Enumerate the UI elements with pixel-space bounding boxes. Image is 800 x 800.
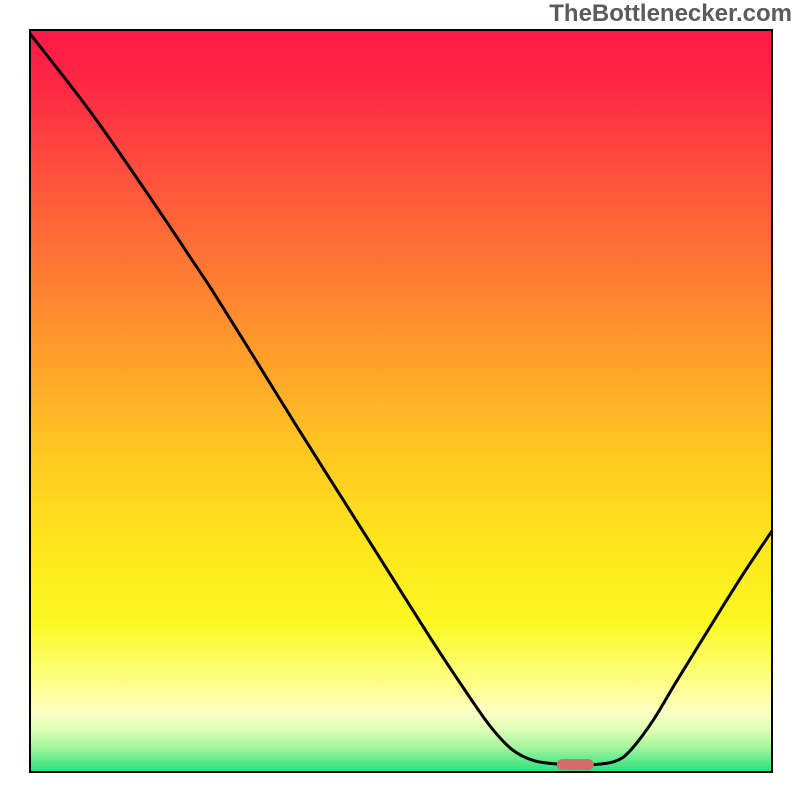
optimal-marker — [557, 759, 594, 770]
gradient-background — [30, 30, 772, 772]
watermark-text: TheBottlenecker.com — [549, 0, 792, 28]
bottleneck-chart: TheBottlenecker.com — [0, 0, 800, 800]
chart-svg — [0, 0, 800, 800]
